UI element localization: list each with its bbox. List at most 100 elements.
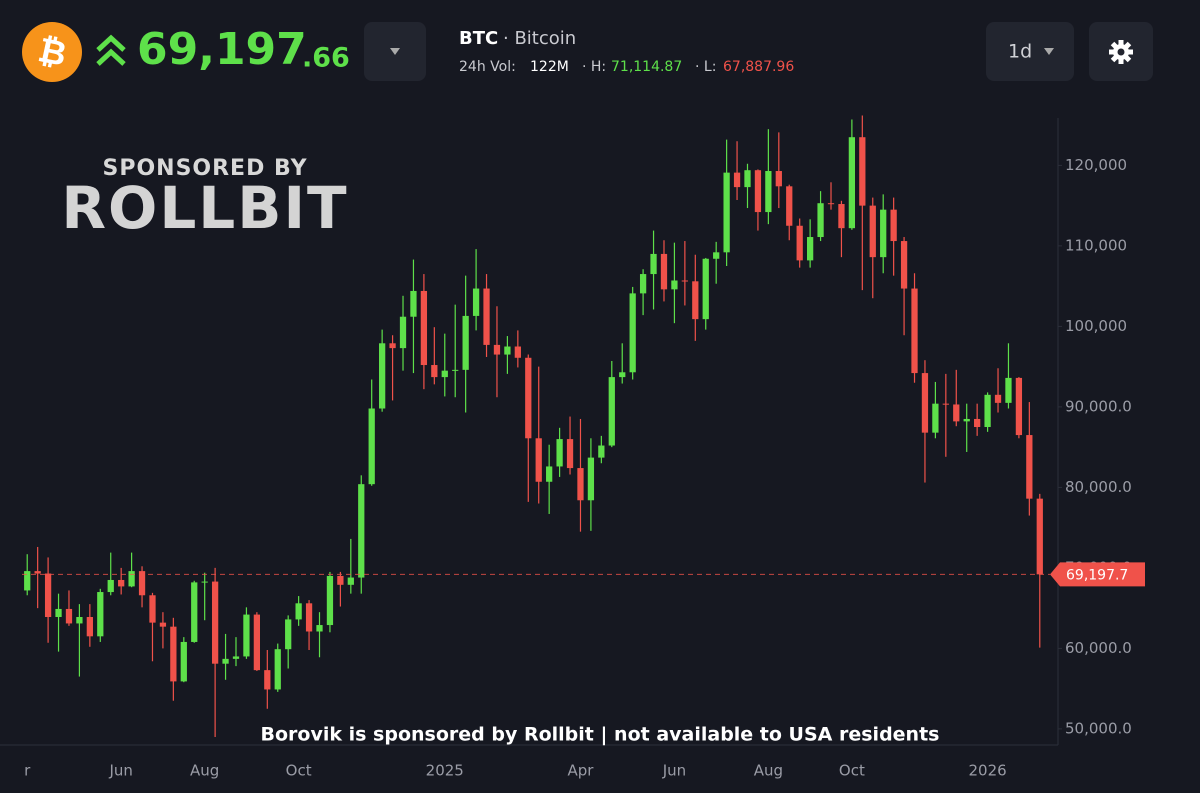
candle-body — [775, 171, 782, 187]
candle-body — [650, 253, 657, 275]
candle-body — [848, 137, 856, 229]
candle-body — [285, 619, 292, 650]
candle-body — [420, 290, 428, 366]
candle-body — [399, 316, 407, 349]
candle-body — [556, 439, 563, 467]
candle-body — [326, 575, 334, 626]
candle-body — [900, 241, 908, 289]
candle-body — [180, 641, 187, 682]
candle-body — [410, 290, 417, 317]
x-tick-label: Aug — [190, 762, 219, 780]
candle-body — [264, 670, 271, 690]
candle-body — [723, 172, 730, 253]
candle-body — [504, 346, 511, 355]
candle-body — [535, 438, 542, 482]
candle-body — [702, 258, 709, 320]
candle-body — [295, 603, 302, 620]
candle-body — [128, 571, 135, 587]
low-value: 67,887.96 — [723, 59, 794, 75]
candle-body — [222, 658, 229, 664]
candle-body — [337, 575, 344, 585]
candle-body — [713, 252, 720, 259]
candle-body — [577, 468, 584, 501]
candle-body — [358, 484, 365, 578]
x-tick-label: Aug — [754, 762, 783, 780]
candle-body — [974, 418, 981, 428]
candle-body — [765, 171, 772, 213]
candle-body — [274, 649, 281, 690]
candle-body — [462, 315, 469, 370]
candle-body — [629, 293, 636, 373]
candle-body — [817, 203, 824, 238]
candle-body — [201, 581, 208, 583]
price-main: 69,197 — [137, 24, 307, 75]
candle-body — [368, 408, 375, 485]
candle-body — [149, 595, 156, 623]
candle-body — [483, 288, 490, 345]
candle-body — [921, 373, 929, 433]
candle-body — [1026, 435, 1033, 499]
gear-icon — [1109, 40, 1133, 64]
candle-body — [733, 172, 741, 188]
candle-body — [619, 372, 626, 378]
interval-label: 1d — [1008, 41, 1032, 63]
y-tick-label: 80,000.0 — [1065, 478, 1132, 496]
candle-body — [389, 343, 396, 349]
candle-body — [191, 582, 198, 642]
candle-body — [159, 622, 167, 627]
candle-body — [170, 626, 177, 682]
footer-note: Borovik is sponsored by Rollbit | not av… — [261, 724, 940, 746]
candle-body — [566, 439, 574, 469]
candle-body — [118, 579, 125, 587]
low-label: · L: — [695, 59, 716, 75]
coin-name: · Bitcoin — [503, 28, 576, 49]
price-decimals: .66 — [302, 43, 350, 74]
candle-body — [452, 369, 459, 371]
interval-button[interactable] — [986, 22, 1074, 81]
candle-body — [911, 288, 918, 374]
x-tick-label: r — [24, 762, 31, 780]
candle-body — [827, 203, 835, 205]
candle-body — [838, 204, 845, 229]
interval-caret — [1044, 48, 1054, 55]
x-tick-label: Jun — [662, 762, 686, 780]
candle-body — [431, 365, 438, 378]
candle-body — [681, 280, 688, 282]
watermark-line2: ROLLBIT — [61, 174, 348, 242]
candle-body — [608, 377, 615, 446]
x-tick-label: 2025 — [426, 762, 464, 780]
y-tick-label: 100,000 — [1065, 317, 1127, 335]
btc-logo — [22, 22, 82, 82]
candle-body — [243, 614, 250, 657]
candle-body — [1036, 498, 1043, 575]
candle-body — [546, 466, 553, 482]
candle-body — [441, 370, 448, 378]
candle-body — [639, 274, 647, 294]
candle-body — [963, 418, 970, 422]
candle-body — [869, 205, 876, 258]
candle-body — [1015, 377, 1023, 436]
y-tick-label: 50,000.0 — [1065, 719, 1132, 737]
candle-body — [76, 617, 83, 624]
vol-value: 122M — [530, 59, 569, 75]
vol-label: 24h Vol: — [459, 59, 516, 75]
up-arrow-icon — [96, 34, 126, 66]
x-tick-label: Apr — [567, 762, 594, 780]
ticker: BTC — [459, 28, 498, 49]
x-tick-label: 2026 — [968, 762, 1006, 780]
candle-body — [379, 343, 386, 409]
candle-body — [525, 357, 532, 439]
last-price-tag — [1050, 562, 1145, 587]
y-tick-label: 90,000.0 — [1065, 397, 1132, 415]
candle-body — [744, 170, 751, 188]
x-tick-label: Jun — [108, 762, 132, 780]
high-label: · H: — [582, 59, 606, 75]
candle-body — [97, 592, 104, 637]
x-tick-label: Oct — [286, 762, 312, 780]
candle-body — [953, 404, 960, 422]
candle-body — [65, 608, 73, 624]
candle-body — [24, 571, 31, 591]
x-tick-label: Oct — [839, 762, 865, 780]
